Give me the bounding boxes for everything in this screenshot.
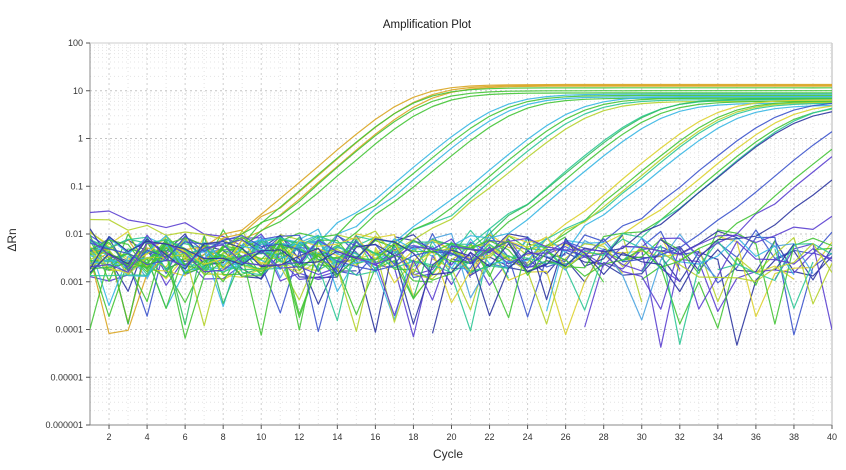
series-amp-g7-navy-1[interactable] <box>90 179 832 293</box>
y-tick-label-0.000001: 0.000001 <box>45 420 83 430</box>
x-tick-label-14: 14 <box>332 432 342 442</box>
x-tick-label-16: 16 <box>370 432 380 442</box>
x-tick-label-10: 10 <box>256 432 266 442</box>
x-tick-label-22: 22 <box>485 432 495 442</box>
series-amp-g6-green-1[interactable] <box>90 108 832 339</box>
x-tick-label-28: 28 <box>599 432 609 442</box>
y-tick-label-1: 1 <box>78 134 83 144</box>
y-axis-label: ΔRn <box>5 228 19 251</box>
x-tick-label-26: 26 <box>561 432 571 442</box>
y-tick-label-0.00001: 0.00001 <box>50 372 83 382</box>
axes <box>86 42 833 429</box>
series-amp-g5-yellowgreen-1[interactable] <box>90 101 832 332</box>
y-tick-label-0.0001: 0.0001 <box>55 325 83 335</box>
y-tick-label-10: 10 <box>73 86 83 96</box>
y-tick-label-100: 100 <box>68 38 83 48</box>
x-tick-label-32: 32 <box>675 432 685 442</box>
series-flat-teal-1[interactable] <box>90 229 814 311</box>
series-layer <box>90 83 832 348</box>
x-tick-label-36: 36 <box>751 432 761 442</box>
x-axis-label: Cycle <box>433 447 463 461</box>
x-tick-label-4: 4 <box>145 432 150 442</box>
series-amp-g3-cyan-1[interactable] <box>90 96 832 308</box>
series-amp-g5-green-1[interactable] <box>90 100 832 331</box>
series-amp-g1-gold-1[interactable] <box>90 83 832 268</box>
series-amp-g4-cyan-1[interactable] <box>90 102 832 321</box>
x-tick-label-6: 6 <box>183 432 188 442</box>
x-tick-label-2: 2 <box>107 432 112 442</box>
series-amp-g5-cyan-1[interactable] <box>90 104 832 270</box>
series-amp-g6-navy-1[interactable] <box>90 111 832 325</box>
series-amp-g6-yellow-1[interactable] <box>90 105 832 304</box>
x-tick-label-40: 40 <box>827 432 837 442</box>
x-tick-label-12: 12 <box>294 432 304 442</box>
y-tick-label-0.1: 0.1 <box>70 181 83 191</box>
y-tick-label-0.01: 0.01 <box>65 229 83 239</box>
x-tick-label-30: 30 <box>637 432 647 442</box>
chart-title: Amplification Plot <box>383 19 472 31</box>
x-tick-label-24: 24 <box>523 432 533 442</box>
series-amp-g4-seagreen-1[interactable] <box>90 98 832 326</box>
series-amp-g6-blue-1[interactable] <box>90 102 832 273</box>
x-tick-label-18: 18 <box>408 432 418 442</box>
x-tick-label-34: 34 <box>713 432 723 442</box>
x-tick-label-8: 8 <box>221 432 226 442</box>
tick-labels: 100 10 1 0.1 0.01 0.001 0.0001 0.00001 0.000001 2… <box>45 38 837 442</box>
y-tick-label-0.001: 0.001 <box>60 277 83 287</box>
x-tick-label-20: 20 <box>446 432 456 442</box>
x-tick-label-38: 38 <box>789 432 799 442</box>
series-amp-g8-violet-1[interactable] <box>90 215 832 268</box>
